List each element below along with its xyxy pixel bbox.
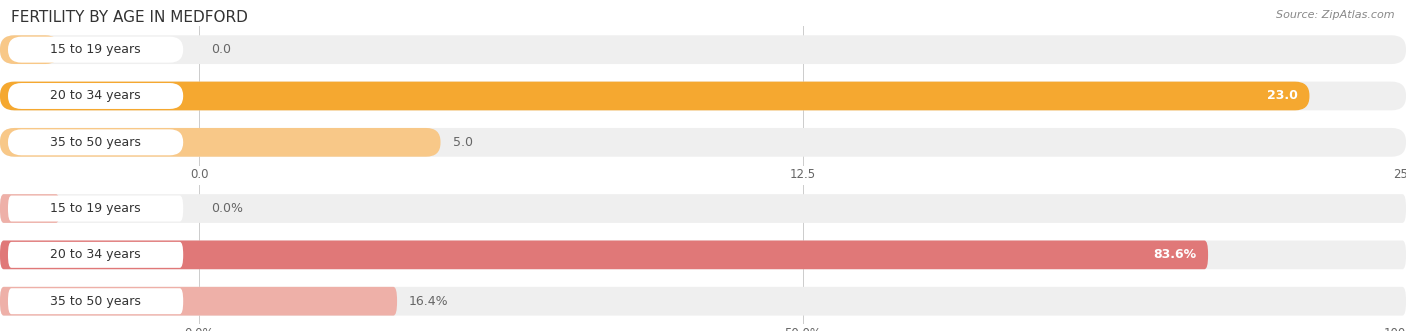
FancyBboxPatch shape [0,82,1309,110]
FancyBboxPatch shape [0,128,1406,157]
FancyBboxPatch shape [8,37,183,63]
Text: 5.0: 5.0 [453,136,472,149]
FancyBboxPatch shape [0,194,59,223]
Text: 20 to 34 years: 20 to 34 years [51,248,141,261]
Text: 20 to 34 years: 20 to 34 years [51,89,141,103]
Text: 0.0: 0.0 [211,43,231,56]
Text: Source: ZipAtlas.com: Source: ZipAtlas.com [1277,10,1395,20]
FancyBboxPatch shape [8,242,183,268]
FancyBboxPatch shape [8,196,183,221]
Text: 16.4%: 16.4% [409,295,449,308]
Text: 15 to 19 years: 15 to 19 years [51,202,141,215]
Text: 35 to 50 years: 35 to 50 years [51,295,141,308]
FancyBboxPatch shape [8,83,183,109]
FancyBboxPatch shape [0,194,1406,223]
FancyBboxPatch shape [0,128,440,157]
Text: 15 to 19 years: 15 to 19 years [51,43,141,56]
FancyBboxPatch shape [0,241,1406,269]
FancyBboxPatch shape [8,288,183,314]
FancyBboxPatch shape [0,35,1406,64]
FancyBboxPatch shape [8,129,183,155]
FancyBboxPatch shape [0,287,396,315]
FancyBboxPatch shape [0,35,59,64]
Text: FERTILITY BY AGE IN MEDFORD: FERTILITY BY AGE IN MEDFORD [11,10,247,25]
FancyBboxPatch shape [0,241,1208,269]
Text: 0.0%: 0.0% [211,202,243,215]
FancyBboxPatch shape [0,287,1406,315]
FancyBboxPatch shape [0,82,1406,110]
Text: 23.0: 23.0 [1267,89,1298,103]
Text: 35 to 50 years: 35 to 50 years [51,136,141,149]
Text: 83.6%: 83.6% [1153,248,1197,261]
